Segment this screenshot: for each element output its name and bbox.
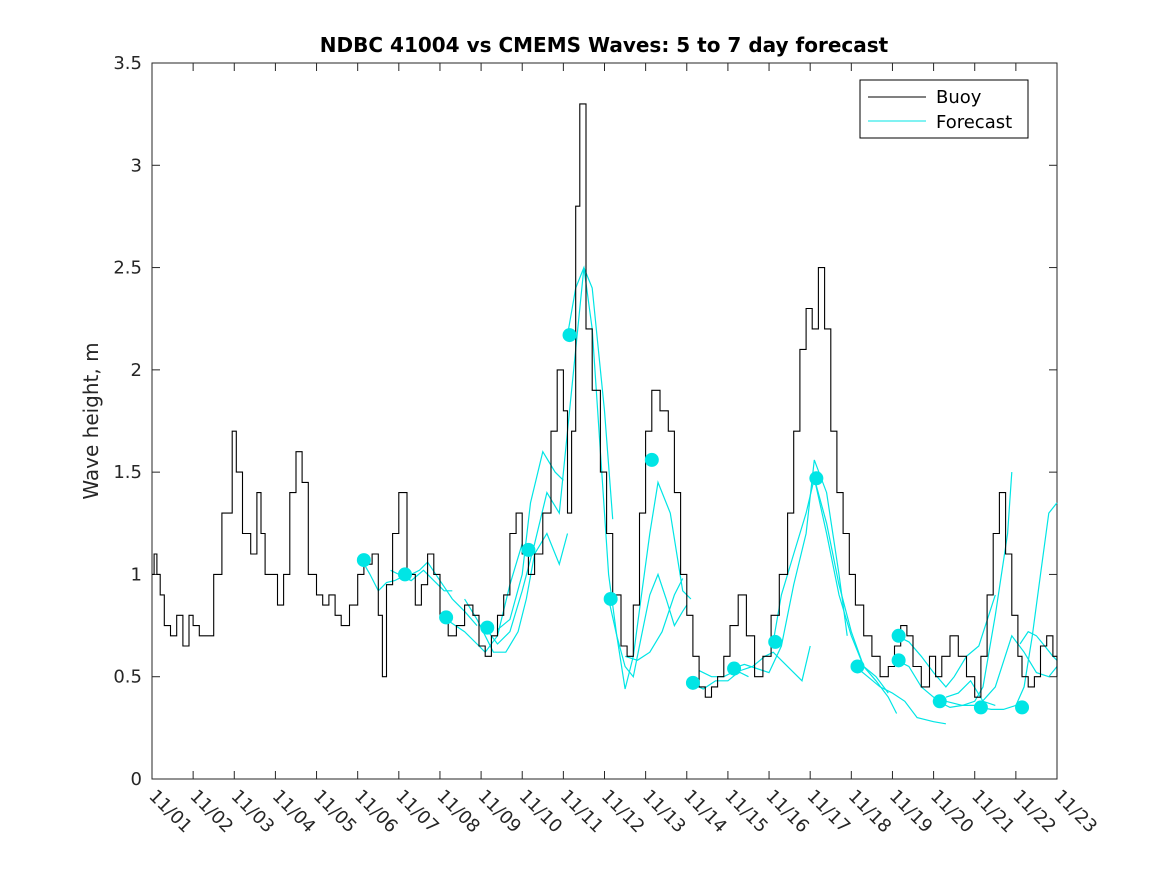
y-tick-label: 0 — [131, 769, 142, 790]
forecast-start-marker — [809, 471, 824, 486]
x-tick-label: 11/13 — [638, 786, 690, 838]
x-tick-label: 11/16 — [762, 786, 814, 838]
x-tick-label: 11/14 — [679, 786, 731, 838]
forecast-start-marker — [603, 591, 618, 606]
forecast-start-marker — [644, 452, 659, 467]
forecast-start-marker — [480, 620, 495, 635]
x-tick-label: 11/04 — [268, 786, 320, 838]
forecast-start-marker — [356, 553, 371, 568]
forecast-line-4 — [443, 543, 523, 654]
x-tick-label: 11/03 — [227, 786, 279, 838]
x-tick-label: 11/22 — [1008, 786, 1060, 838]
forecast-line-21 — [1019, 630, 1058, 661]
forecast-line-20 — [978, 502, 1058, 711]
forecast-line-15 — [813, 478, 889, 694]
x-tick-label: 11/05 — [309, 786, 361, 838]
buoy-line — [152, 103, 1058, 698]
x-tick-label: 11/10 — [515, 786, 567, 838]
forecast-line-6 — [484, 267, 614, 645]
x-tick-label: 11/15 — [720, 786, 772, 838]
forecast-start-marker — [973, 700, 988, 715]
x-tick-label: 11/12 — [597, 786, 649, 838]
forecast-start-marker — [1015, 700, 1030, 715]
x-tick-label: 11/07 — [391, 786, 443, 838]
x-tick-label: 11/09 — [474, 786, 526, 838]
y-tick-label: 1 — [131, 564, 142, 585]
forecast-line-13 — [731, 459, 848, 674]
x-tick-label: 11/21 — [967, 786, 1019, 838]
forecast-start-marker — [850, 659, 865, 674]
forecast-line-14 — [772, 478, 898, 714]
forecast-line-12 — [698, 670, 749, 678]
forecast-start-marker — [521, 542, 536, 557]
x-tick-label: 11/06 — [350, 786, 402, 838]
x-tick-label: 11/11 — [556, 786, 608, 838]
x-tick-label: 11/19 — [885, 786, 937, 838]
x-tick-label: 11/17 — [803, 786, 855, 838]
series-layer — [152, 103, 1058, 725]
x-tick-label: 11/20 — [926, 786, 978, 838]
y-tick-label: 2.5 — [113, 258, 142, 279]
y-axis: 0 0.5 1 1.5 2 2.5 3 3.5 — [113, 53, 1057, 790]
x-tick-label: 11/08 — [432, 786, 484, 838]
forecast-start-marker — [891, 653, 906, 668]
legend-buoy-label: Buoy — [936, 87, 982, 108]
y-tick-label: 2 — [131, 360, 142, 381]
forecast-line-11 — [690, 645, 811, 690]
legend: Buoy Forecast — [859, 79, 1029, 139]
forecast-start-marker — [891, 628, 906, 643]
x-tick-label: 11/18 — [844, 786, 896, 838]
x-tick-label: 11/23 — [1049, 786, 1101, 838]
forecast-start-marker — [439, 610, 454, 625]
x-tick-label: 11/02 — [186, 786, 238, 838]
y-axis-label: Wave height, m — [79, 342, 103, 499]
forecast-start-marker — [685, 675, 700, 690]
forecast-start-marker — [768, 634, 783, 649]
y-tick-label: 1.5 — [113, 462, 142, 483]
chart-title: NDBC 41004 vs CMEMS Waves: 5 to 7 day fo… — [320, 33, 889, 57]
forecast-line-7 — [497, 450, 564, 631]
legend-box — [859, 79, 1029, 139]
legend-forecast-label: Forecast — [936, 112, 1012, 133]
forecast-line-8 — [566, 265, 692, 690]
x-tick-label: 11/01 — [144, 786, 196, 838]
forecast-start-marker — [562, 328, 577, 343]
y-tick-label: 0.5 — [113, 667, 142, 688]
forecast-line-22 — [945, 679, 996, 706]
forecast-start-marker — [932, 694, 947, 709]
forecast-line-9 — [608, 572, 688, 679]
forecast-line-10 — [624, 578, 684, 661]
forecast-start-marker — [727, 661, 742, 676]
forecast-line-16 — [855, 666, 947, 725]
y-tick-label: 3 — [131, 155, 142, 176]
plot-area — [151, 62, 1058, 780]
y-tick-label: 3.5 — [113, 53, 142, 74]
forecast-start-marker — [397, 567, 412, 582]
